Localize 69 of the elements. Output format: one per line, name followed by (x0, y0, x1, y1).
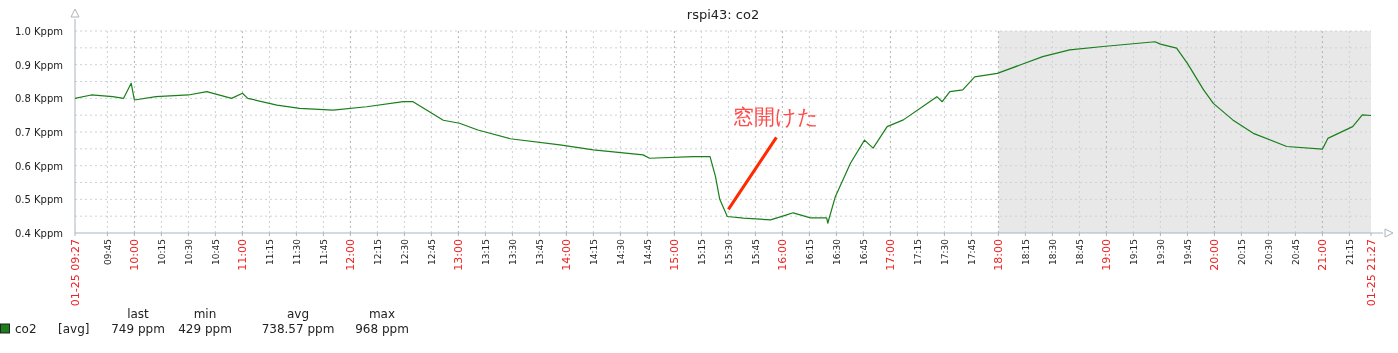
text: min (193, 307, 217, 321)
x-tick-label: 12:00 (343, 239, 357, 271)
annotation: 窓開けた (733, 105, 820, 130)
x-tick-label: 11:15 (264, 239, 275, 265)
x-tick-label: 18:30 (1047, 238, 1058, 265)
text: 429 ppm (178, 322, 232, 336)
x-tick-label: 17:30 (939, 238, 950, 265)
text: [avg] (58, 322, 90, 336)
x-tick-label: 11:30 (291, 238, 302, 265)
x-tick-label: 11:45 (318, 239, 329, 265)
x-tick-label: 19:00 (1099, 239, 1113, 271)
x-tick-label: 01-25 09:27 (68, 239, 82, 307)
x-tick-label: 16:45 (858, 239, 869, 265)
x-tick-label: 15:30 (723, 238, 734, 265)
x-tick-label: 19:30 (1155, 238, 1166, 265)
x-tick-label: 21:15 (1344, 239, 1355, 265)
y-tick-label: 0.9 Kppm (14, 59, 63, 71)
x-tick-label: 13:45 (534, 239, 545, 265)
chart-title: rspi43: co2 (686, 7, 760, 22)
x-tick-label: 16:30 (831, 238, 842, 265)
y-tick-label: 0.7 Kppm (14, 127, 63, 138)
x-tick-label: 15:45 (750, 239, 761, 265)
text: 738.57 ppm (261, 322, 335, 336)
x-tick-label: 14:00 (559, 239, 573, 271)
text: avg (286, 307, 310, 321)
y-tick-label: 1.0 Kppm (14, 26, 63, 37)
x-tick-label: 19:15 (1128, 239, 1139, 265)
text: 968 ppm (355, 322, 409, 336)
x-tick-label: 10:15 (156, 239, 167, 265)
x-tick-label: 18:00 (991, 239, 1005, 271)
x-tick-label: 20:00 (1207, 239, 1221, 271)
x-tick-label: 11:00 (235, 239, 249, 271)
x-tick-label: 13:00 (451, 239, 465, 271)
x-tick-label: 20:45 (1290, 239, 1301, 265)
text: 749 ppm (111, 322, 165, 336)
x-tick-label: 12:15 (372, 239, 383, 265)
x-tick-label: 10:45 (210, 239, 221, 265)
x-tick-label: 16:15 (804, 239, 815, 265)
x-tick-label: 17:00 (883, 239, 897, 271)
y-tick-label: 0.8 Kppm (14, 93, 63, 105)
x-tick-label: 18:45 (1074, 239, 1085, 265)
x-tick-label: 01-25 21:27 (1364, 239, 1378, 307)
x-tick-label: 15:15 (696, 239, 707, 265)
y-tick-label: 0.6 Kppm (14, 160, 63, 172)
x-tick-label: 21:00 (1315, 239, 1329, 271)
x-tick-label: 20:15 (1236, 239, 1247, 265)
x-tick-label: 12:45 (426, 239, 437, 265)
x-tick-label: 13:15 (480, 239, 491, 265)
y-tick-label: 0.4 Kppm (14, 228, 63, 239)
legend-label: co2 (15, 322, 37, 336)
line-series (74, 41, 1372, 224)
x-tick-label: 17:45 (966, 239, 977, 265)
x-tick-label: 14:45 (642, 239, 653, 265)
x-tick-label: 19:45 (1182, 239, 1193, 265)
x-tick-label: 20:30 (1263, 238, 1274, 265)
x-tick-label: 14:30 (615, 238, 626, 265)
x-tick-label: 10:00 (127, 239, 141, 271)
x-tick-label: 13:30 (507, 238, 518, 265)
x-tick-label: 15:00 (667, 239, 681, 271)
x-tick-label: 16:00 (775, 239, 789, 271)
text: max (368, 307, 396, 321)
y-tick-label: 0.5 Kppm (14, 194, 63, 206)
x-tick-label: 17:15 (912, 239, 923, 265)
x-tick-label: 12:30 (399, 238, 410, 265)
x-tick-label: 14:15 (588, 239, 599, 265)
text: last (127, 307, 150, 321)
x-tick-label: 18:15 (1020, 239, 1031, 265)
x-tick-label: 10:30 (183, 238, 194, 265)
x-tick-label: 09:45 (102, 239, 113, 265)
